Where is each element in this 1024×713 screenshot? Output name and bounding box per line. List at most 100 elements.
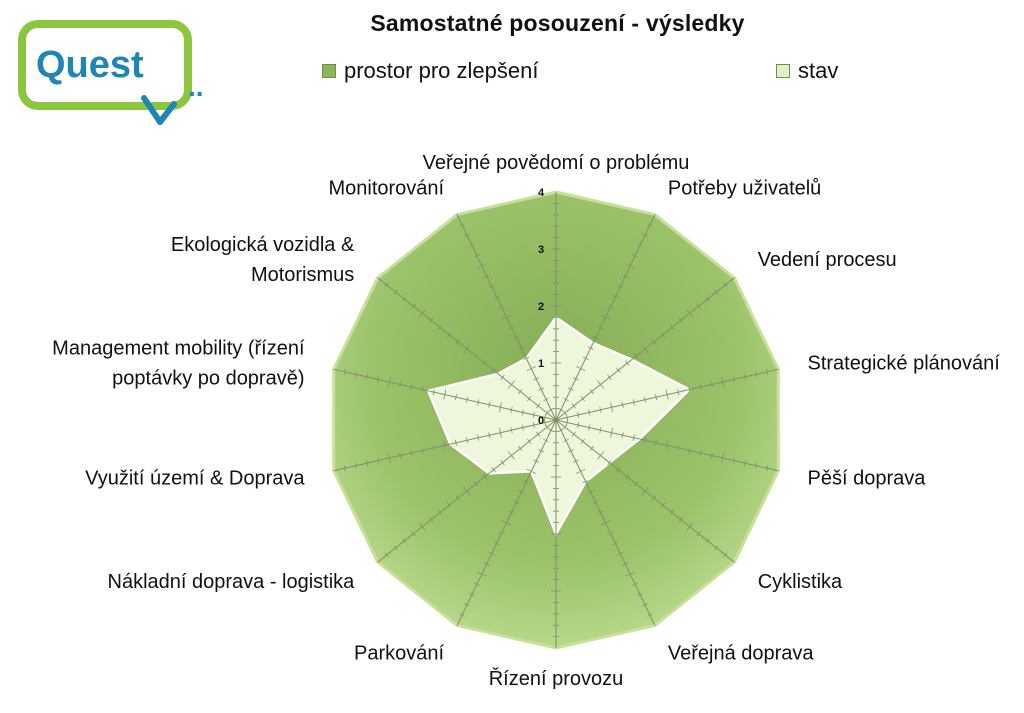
category-label: Strategické plánování xyxy=(808,353,1001,375)
spoke-tick xyxy=(710,452,713,459)
spoke-tick xyxy=(498,402,502,413)
spoke-tick xyxy=(755,462,758,469)
spoke-tick xyxy=(766,465,769,472)
spoke-tick xyxy=(543,414,546,421)
spoke-tick xyxy=(443,389,447,400)
spoke-tick xyxy=(616,467,621,473)
spoke-tick xyxy=(437,325,443,331)
spoke-tick xyxy=(518,490,525,494)
spoke-tick xyxy=(500,460,505,466)
spoke-tick xyxy=(507,380,515,389)
spoke-tick xyxy=(597,510,604,515)
spoke-tick xyxy=(474,254,480,258)
spoke-tick xyxy=(544,410,550,416)
spoke-tick xyxy=(521,409,524,416)
spoke-tick xyxy=(660,332,666,338)
spoke-tick xyxy=(632,399,635,406)
spoke-tick xyxy=(432,444,435,451)
spoke-tick xyxy=(498,531,505,535)
spoke-tick xyxy=(418,522,426,531)
tick-label: 3 xyxy=(538,244,544,256)
spoke-tick xyxy=(343,465,346,472)
spoke-tick xyxy=(488,401,491,408)
spoke-tick xyxy=(655,394,658,401)
spoke-tick xyxy=(643,396,646,403)
spoke-tick xyxy=(521,424,524,431)
spoke-tick xyxy=(669,325,675,331)
spoke-tick xyxy=(443,440,447,451)
spoke-tick xyxy=(665,440,669,451)
spoke-tick xyxy=(597,451,605,460)
spoke-tick xyxy=(501,314,512,320)
spoke-tick xyxy=(526,468,536,474)
spoke-tick xyxy=(563,438,569,443)
spoke-tick xyxy=(714,545,719,551)
spoke-tick xyxy=(518,445,523,452)
spoke-tick xyxy=(421,447,424,454)
spoke-tick xyxy=(477,434,480,441)
spoke-tick xyxy=(510,406,513,413)
spoke-tick xyxy=(562,424,568,430)
spoke-tick xyxy=(393,545,398,551)
spoke-tick xyxy=(402,296,407,302)
spoke-tick xyxy=(558,408,564,412)
spoke-tick xyxy=(508,510,515,515)
spoke-tick xyxy=(599,406,602,413)
spoke-tick xyxy=(526,366,536,372)
spoke-tick xyxy=(477,399,480,406)
spoke-tick xyxy=(571,403,577,409)
spoke-tick xyxy=(587,346,594,350)
spoke-tick xyxy=(488,284,495,289)
spoke-tick xyxy=(755,371,758,378)
category-label: Pěší doprava xyxy=(808,467,927,489)
spoke-tick xyxy=(607,531,614,535)
spoke-tick xyxy=(488,551,495,556)
spoke-tick xyxy=(567,387,574,391)
spoke-tick xyxy=(544,424,550,430)
category-label: Nákladní doprava - logistika xyxy=(108,571,356,593)
spoke-tick xyxy=(418,309,426,318)
logo-text: Quest xyxy=(36,44,144,86)
spoke-tick xyxy=(411,531,416,537)
spoke-tick xyxy=(377,457,380,464)
spoke-tick xyxy=(589,388,594,395)
category-label: Řízení provozu xyxy=(489,667,624,690)
tick-label: 0 xyxy=(538,415,544,427)
spoke-tick xyxy=(463,486,471,496)
spoke-tick xyxy=(538,449,545,453)
spoke-tick xyxy=(576,366,586,372)
spoke-tick xyxy=(421,386,424,393)
spoke-tick xyxy=(705,296,710,302)
spoke-tick xyxy=(572,377,579,381)
logo-dots: .. xyxy=(188,71,204,102)
spoke-tick xyxy=(607,374,612,380)
spoke-tick xyxy=(723,552,728,558)
spoke-tick xyxy=(647,613,653,617)
spoke-tick xyxy=(366,373,369,380)
spoke-tick xyxy=(677,444,680,451)
spoke-tick xyxy=(454,439,457,446)
spoke-tick xyxy=(637,243,643,248)
spoke-tick xyxy=(428,317,434,324)
spoke-tick xyxy=(474,582,480,586)
spoke-tick xyxy=(464,603,470,607)
spoke-tick xyxy=(766,368,769,375)
spoke-tick xyxy=(513,500,520,504)
spoke-tick xyxy=(473,481,479,487)
spoke-tick xyxy=(410,384,413,390)
spoke-tick xyxy=(548,428,554,432)
tick-label: 1 xyxy=(538,358,544,370)
chart-title: Samostatné posouzení - výsledky xyxy=(370,10,745,36)
spoke-tick xyxy=(723,282,728,288)
spoke-tick xyxy=(366,460,369,467)
spoke-tick xyxy=(677,389,680,396)
spoke-tick xyxy=(632,434,635,441)
spoke-tick xyxy=(582,356,589,361)
spoke-tick xyxy=(454,394,457,401)
spoke-tick xyxy=(610,402,614,413)
spoke-tick xyxy=(459,223,465,227)
spoke-tick xyxy=(616,367,621,373)
spoke-tick xyxy=(625,571,635,577)
spoke-tick xyxy=(612,541,619,545)
spoke-tick xyxy=(632,582,638,586)
